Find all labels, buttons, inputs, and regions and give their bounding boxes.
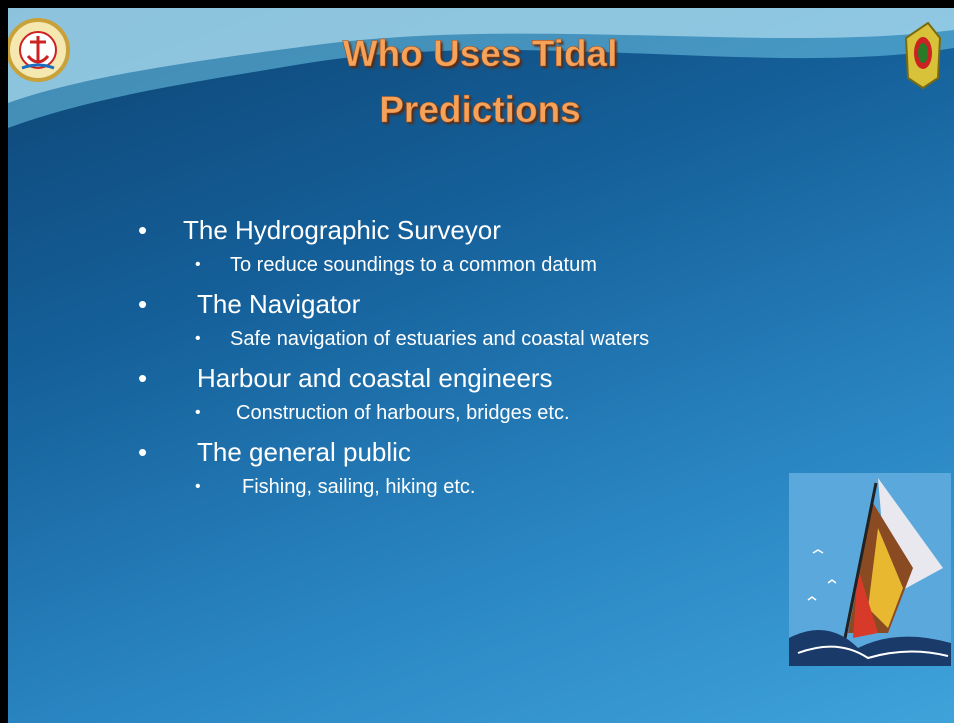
bullet-item: • The general public: [8, 434, 954, 470]
sub-bullet-marker: •: [195, 248, 201, 282]
bullet-marker: •: [138, 286, 147, 322]
sub-bullet-item: • Fishing, sailing, hiking etc.: [8, 470, 954, 504]
page: Who Uses Tidal Predictions •The Hydrogra…: [0, 0, 954, 723]
bullet-item: • The Navigator: [8, 286, 954, 322]
bullet-marker: •: [138, 360, 147, 396]
bullet-marker: •: [138, 434, 147, 470]
bullet-text: The general public: [197, 434, 411, 470]
bullet-text: Harbour and coastal engineers: [197, 360, 553, 396]
sub-bullet-marker: •: [195, 396, 201, 430]
sub-bullet-text: Fishing, sailing, hiking etc.: [242, 470, 475, 504]
sub-bullet-item: • To reduce soundings to a common datum: [8, 248, 954, 282]
bullet-item: • Harbour and coastal engineers: [8, 360, 954, 396]
slide-title: Who Uses Tidal Predictions: [280, 26, 680, 138]
bullet-marker: •: [138, 212, 147, 248]
bullet-list: •The Hydrographic Surveyor•To reduce sou…: [8, 212, 954, 508]
sub-bullet-item: • Safe navigation of estuaries and coasta…: [8, 322, 954, 356]
sub-bullet-item: • Construction of harbours, bridges etc.: [8, 396, 954, 430]
sub-bullet-text: To reduce soundings to a common datum: [230, 248, 597, 282]
left-logo: [8, 20, 68, 80]
bullet-text: The Hydrographic Surveyor: [183, 212, 501, 248]
bullet-item: • The Hydrographic Surveyor: [8, 212, 954, 248]
sub-bullet-marker: •: [195, 470, 201, 504]
sub-bullet-text: Safe navigation of estuaries and coastal…: [230, 322, 649, 356]
bullet-text: The Navigator: [197, 286, 360, 322]
sub-bullet-text: Construction of harbours, bridges etc.: [236, 396, 570, 430]
sub-bullet-marker: •: [195, 322, 201, 356]
slide: Who Uses Tidal Predictions •The Hydrogra…: [8, 8, 954, 723]
